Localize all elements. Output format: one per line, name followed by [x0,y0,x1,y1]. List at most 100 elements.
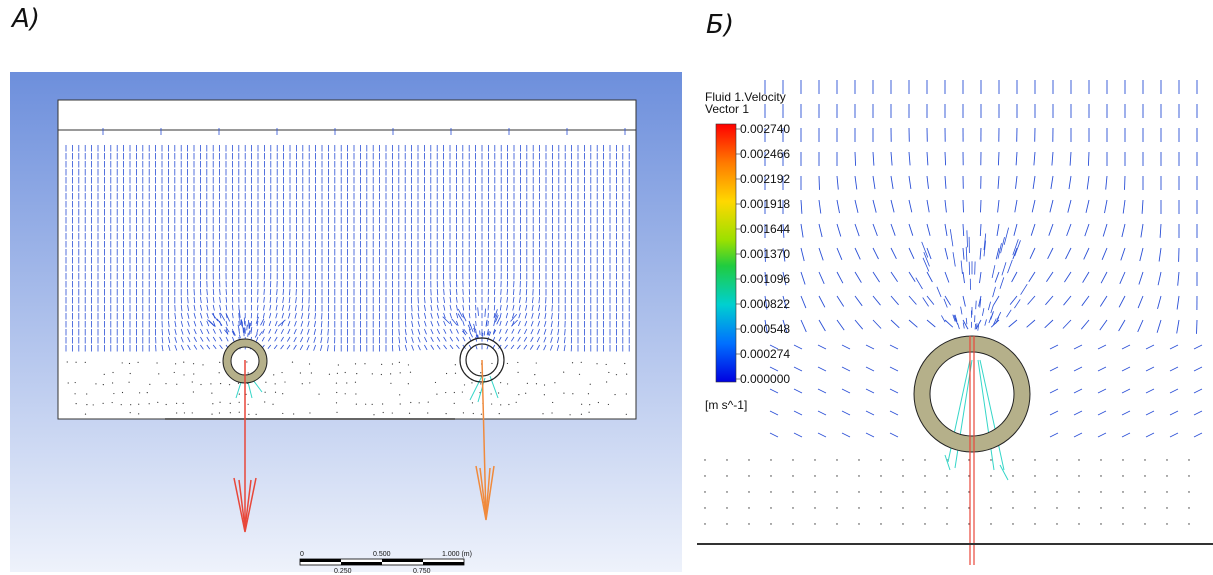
velocity-vector [467,324,471,331]
velocity-vector [510,336,515,342]
velocity-vector [854,271,862,283]
velocity-vector [782,247,786,262]
velocity-vector [953,314,957,322]
velocity-vector [1097,388,1107,394]
low-velocity-dot [1078,491,1080,493]
velocity-vector [1097,410,1107,416]
low-velocity-dot [990,459,992,461]
low-velocity-dot [1188,459,1190,461]
velocity-vector [200,312,203,319]
velocity-vector [511,319,518,327]
low-velocity-dot [138,403,140,405]
low-velocity-dot [946,475,948,477]
velocity-vector [436,304,439,311]
velocity-vector [168,344,171,351]
velocity-vector [232,336,235,342]
velocity-vector [269,288,272,296]
low-velocity-dot [192,363,195,365]
velocity-vector [212,296,215,303]
low-velocity-dot [770,475,772,477]
velocity-vector [212,328,216,334]
low-velocity-dot [129,412,131,414]
velocity-vector [557,320,560,328]
velocity-vector [1009,295,1018,305]
velocity-vector [550,328,553,335]
velocity-vector [944,295,951,306]
velocity-vector [476,333,478,338]
low-velocity-dot [218,372,220,374]
low-velocity-dot [880,475,882,477]
velocity-vector [232,320,234,327]
velocity-vector [404,328,407,336]
velocity-vector [269,304,272,311]
velocity-vector [922,297,929,307]
velocity-vector [262,320,265,327]
velocity-vector [1062,319,1072,329]
low-velocity-dot [580,413,583,415]
low-velocity-dot [515,401,517,403]
velocity-vector [275,296,278,303]
low-velocity-dot [120,404,122,406]
velocity-vector [1104,199,1108,214]
velocity-vector [468,296,471,303]
velocity-vector [952,314,956,322]
velocity-vector [168,328,170,336]
panel-a-label: A) [12,4,40,34]
velocity-vector [327,328,329,336]
velocity-vector [890,175,894,190]
low-velocity-dot [615,374,618,376]
velocity-vector [225,296,228,303]
velocity-vector [193,296,196,304]
velocity-vector [976,323,978,330]
velocity-vector [1015,175,1018,189]
low-velocity-dot [165,403,167,406]
velocity-vector [468,320,472,328]
low-velocity-dot [318,393,320,395]
low-velocity-dot [364,363,366,365]
legend-value-label: 0.001370 [740,247,790,261]
low-velocity-dot [174,363,177,365]
velocity-vector [219,296,221,303]
low-velocity-dot [500,382,502,384]
velocity-vector [836,271,844,284]
velocity-vector [294,320,297,327]
velocity-vector [327,336,329,344]
velocity-vector [193,304,196,311]
velocity-vector [1145,432,1155,438]
low-velocity-dot [572,393,574,395]
velocity-vector [247,332,249,337]
velocity-vector [280,336,284,342]
velocity-vector [1097,366,1107,372]
low-velocity-dot [748,491,750,493]
low-velocity-dot [551,412,553,414]
velocity-vector [984,319,987,326]
velocity-vector [962,271,965,284]
velocity-vector [926,175,929,189]
low-velocity-dot [193,373,195,375]
velocity-vector [966,230,968,248]
low-velocity-dots-a [66,361,628,416]
velocity-vector [174,336,177,343]
velocity-vector [249,322,251,329]
low-velocity-dot [245,393,247,395]
velocity-vector [320,328,323,336]
scale-bar: 0 0.500 1.000 (m) 0.250 0.750 [299,551,472,575]
velocity-vector [817,388,827,394]
velocity-vector [493,312,496,319]
velocity-vector [1193,432,1203,438]
velocity-vector [915,277,923,290]
low-velocity-dot [344,371,346,374]
low-velocity-dot [75,361,77,363]
velocity-vector [477,334,479,339]
low-velocity-dot [1078,507,1080,509]
velocity-vector [411,344,414,351]
low-velocity-dot [814,459,816,461]
velocity-vector [398,336,401,344]
low-velocity-dot [191,381,193,383]
velocity-vector [908,319,918,328]
velocity-vector [1119,271,1126,284]
low-velocity-dots-b [704,459,1190,525]
low-velocity-dot [704,507,706,509]
low-velocity-dot [480,383,482,385]
low-velocity-dot [346,382,348,384]
